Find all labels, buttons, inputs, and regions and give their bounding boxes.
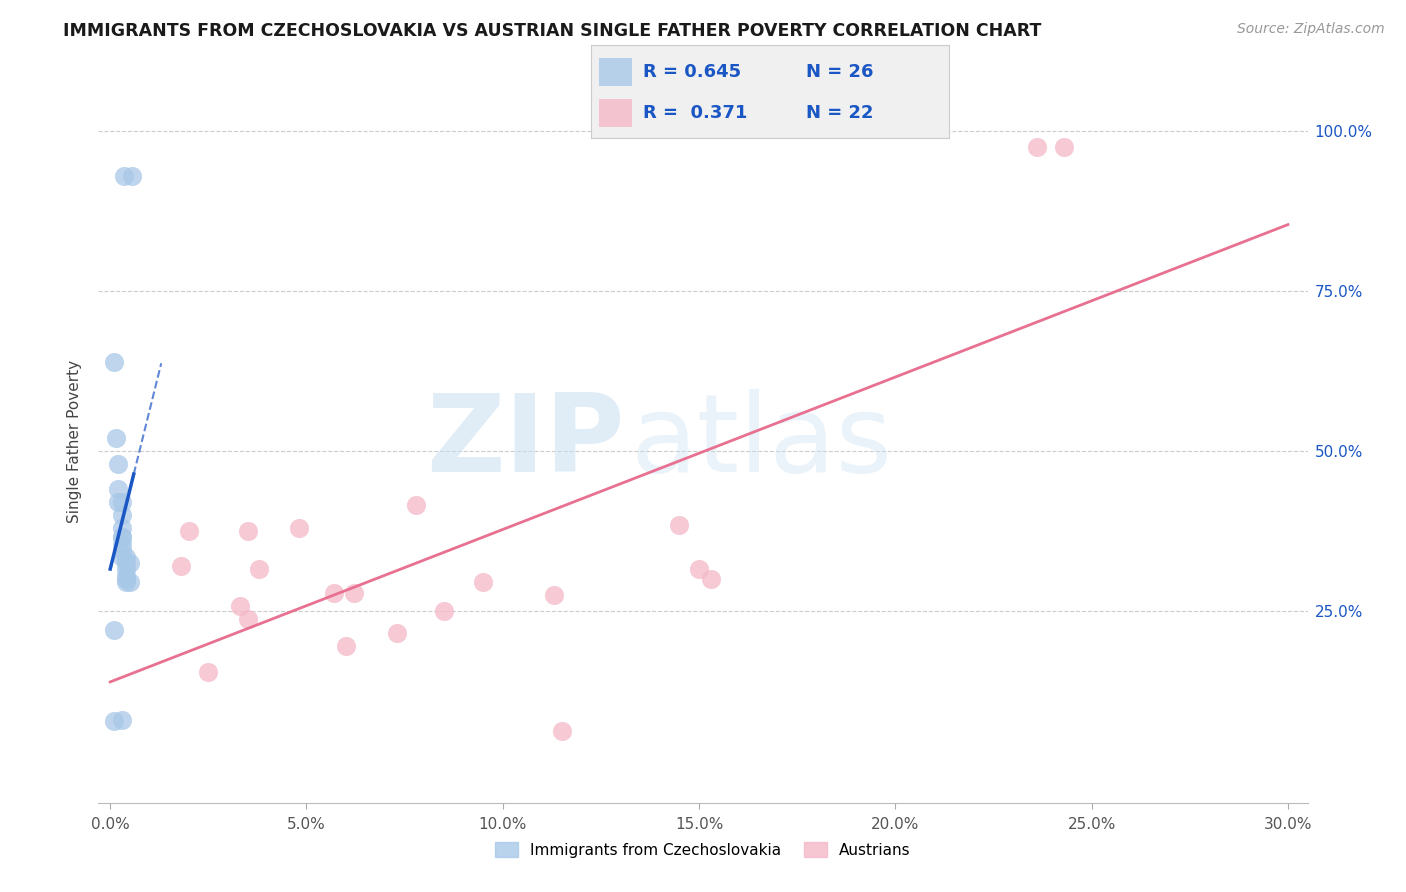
Point [688,562,710,576]
Point [118,556,141,570]
Point [111,495,134,509]
Point [323,586,346,600]
Point [335,639,357,653]
Point [111,713,134,727]
Y-axis label: Single Father Poverty: Single Father Poverty [67,360,83,523]
Point [550,723,572,738]
Point [107,457,129,471]
Text: N = 22: N = 22 [806,104,873,122]
Point [115,575,138,590]
Point [111,508,134,522]
Point [433,604,456,618]
Text: R =  0.371: R = 0.371 [643,104,747,122]
Point [111,543,134,558]
Point [170,559,193,574]
Point [236,524,259,538]
Point [700,572,723,586]
Point [247,562,270,576]
Point [177,524,200,538]
Point [197,665,219,679]
Point [111,549,134,564]
Legend: Immigrants from Czechoslovakia, Austrians: Immigrants from Czechoslovakia, Austrian… [489,836,917,863]
Point [342,586,364,600]
Point [1053,140,1076,154]
Point [111,537,134,551]
Point [668,517,690,532]
Point [121,169,143,184]
Text: ZIP: ZIP [426,389,624,494]
Point [105,431,128,445]
Text: N = 26: N = 26 [806,62,873,81]
Point [112,169,135,184]
Point [115,569,138,583]
Text: Source: ZipAtlas.com: Source: ZipAtlas.com [1237,22,1385,37]
Point [115,556,138,570]
Point [111,531,134,545]
Point [543,588,565,602]
Text: IMMIGRANTS FROM CZECHOSLOVAKIA VS AUSTRIAN SINGLE FATHER POVERTY CORRELATION CHA: IMMIGRANTS FROM CZECHOSLOVAKIA VS AUSTRI… [63,22,1042,40]
Bar [599,99,631,127]
Point [115,572,138,586]
Point [107,495,129,509]
Point [472,575,495,590]
Point [385,626,408,640]
Point [405,499,427,513]
Point [103,354,125,368]
Point [229,599,252,613]
Text: atlas: atlas [630,389,893,494]
Point [1025,140,1047,154]
Point [103,714,125,728]
Point [115,562,138,576]
Point [118,575,141,590]
Point [107,483,129,497]
Point [115,549,138,564]
Point [236,612,259,626]
Text: R = 0.645: R = 0.645 [643,62,741,81]
Point [103,623,125,637]
Bar [599,58,631,86]
Point [287,521,309,535]
Point [111,531,134,545]
Point [111,521,134,535]
